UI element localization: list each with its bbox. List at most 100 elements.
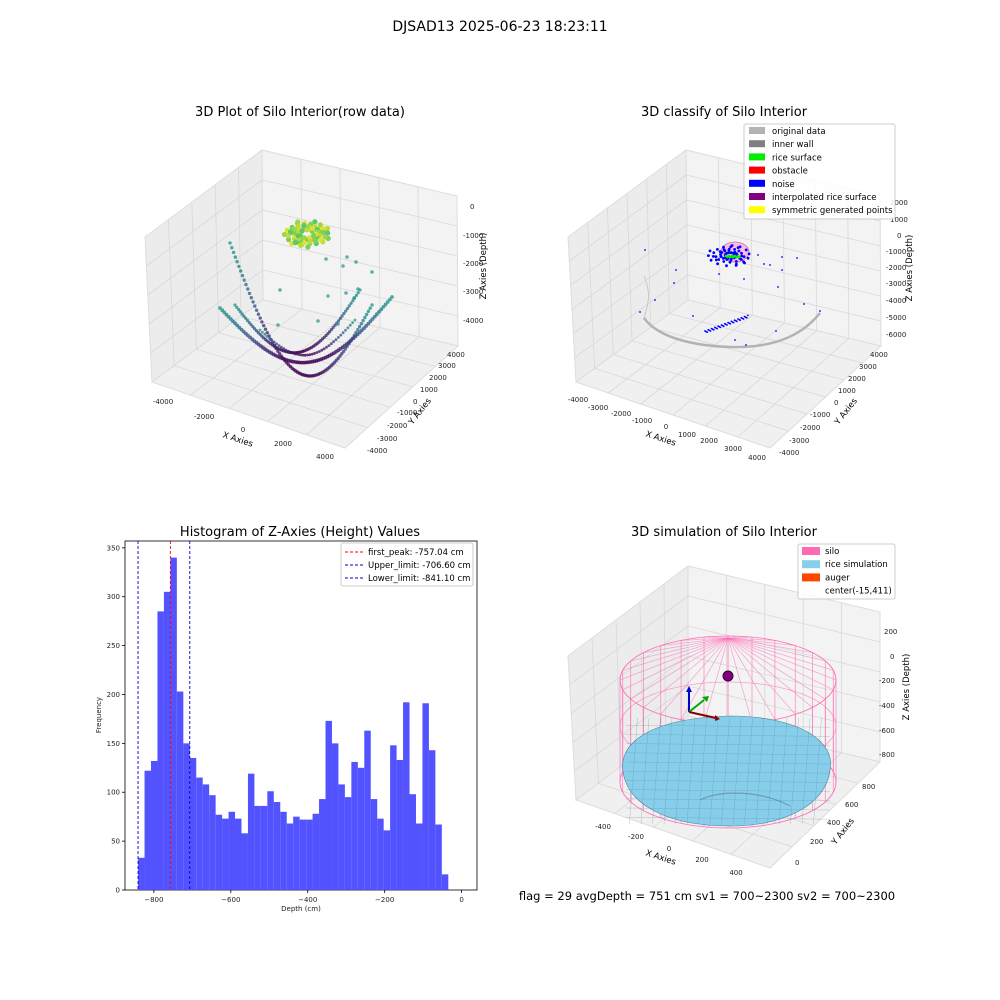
cls-original-arc xyxy=(642,312,821,349)
raw-ytick: -1000 xyxy=(397,409,417,417)
raw-point xyxy=(287,349,290,353)
cls-ztick: -6000 xyxy=(886,331,906,339)
figure-suptitle: DJSAD13 2025-06-23 18:23:11 xyxy=(392,19,607,35)
triad-x-head xyxy=(715,715,720,721)
cls-noise-point xyxy=(742,318,745,320)
raw-point xyxy=(310,352,314,356)
gridline xyxy=(591,637,599,784)
sim-auger-marker xyxy=(722,670,734,682)
cls-noise-point xyxy=(719,255,723,258)
raw-xtick: 0 xyxy=(241,426,245,434)
histogram-bar xyxy=(163,591,171,890)
cls-ytick: -2000 xyxy=(800,424,820,432)
legend-label: original data xyxy=(772,127,826,137)
raw-3d-title: 3D Plot of Silo Interior(row data) xyxy=(195,105,405,120)
classify-legend-frame xyxy=(743,123,896,220)
cls-noise-point xyxy=(716,262,719,266)
silo-roof-line xyxy=(630,637,729,700)
cls-noise-point xyxy=(729,251,733,255)
classify-legend: original data inner wall rice surface obsta… xyxy=(743,123,896,220)
raw-point xyxy=(325,345,328,349)
raw-point xyxy=(357,325,362,329)
raw-point xyxy=(280,345,283,349)
raw-point xyxy=(270,338,274,342)
histogram-bar xyxy=(202,784,210,890)
mesh-line xyxy=(698,717,707,825)
sim-xtick: 0 xyxy=(667,845,671,853)
histogram-bar xyxy=(254,805,261,890)
histogram-bar xyxy=(241,833,248,890)
cls-noise-point xyxy=(709,258,713,262)
raw-xlabel: X Axies xyxy=(221,430,254,449)
raw-ztick: -1000 xyxy=(463,232,483,240)
sim-legend-items: silo rice simulation auger center(-15,411) xyxy=(802,547,892,597)
raw-point xyxy=(377,309,381,314)
cls-noise-point xyxy=(673,282,675,284)
cls-noise-point xyxy=(721,257,725,260)
cls-ztick: 0 xyxy=(897,232,901,240)
histogram-xtick-label: −600 xyxy=(221,896,240,904)
raw-point xyxy=(247,321,251,325)
silo-roof-line xyxy=(727,637,813,708)
cls-noise-point xyxy=(769,264,771,266)
raw-x-ticks: -4000 -2000 0 2000 4000 xyxy=(153,398,334,461)
cls-noise-point xyxy=(775,330,777,332)
cls-ytick: 4000 xyxy=(870,351,888,359)
raw-point xyxy=(265,331,269,335)
histogram-xtick-label: −800 xyxy=(144,896,163,904)
cls-noise-point xyxy=(743,261,746,265)
raw-point xyxy=(332,340,335,344)
cls-noise-point xyxy=(712,251,716,255)
histogram-bar xyxy=(364,730,371,890)
cls-ytick: 1000 xyxy=(838,387,856,395)
sim-zlabel: Z Axies (Depth) xyxy=(902,654,912,721)
raw-point xyxy=(260,320,264,324)
raw-point xyxy=(320,226,326,232)
cls-noise-point xyxy=(777,286,779,288)
raw-point xyxy=(349,301,353,305)
histogram-bar xyxy=(157,611,164,890)
histogram-bar xyxy=(273,802,281,890)
raw-point xyxy=(284,348,288,352)
raw-point xyxy=(311,233,317,239)
raw-point xyxy=(325,230,331,236)
raw-point xyxy=(353,318,357,322)
mesh-line xyxy=(778,717,788,825)
legend-swatch xyxy=(749,206,765,214)
gridline xyxy=(214,184,219,333)
sim-ytick: 200 xyxy=(810,838,823,846)
histogram-bar xyxy=(306,819,313,890)
cls-noise-point xyxy=(712,328,715,331)
histogram-bar xyxy=(415,823,423,890)
sim-ytick: 600 xyxy=(845,801,858,809)
cls-noise-point xyxy=(707,254,710,257)
histogram-legend-items: first_peak: -757.04 cm Upper_limit: -706.… xyxy=(345,548,471,584)
cls-noise-point xyxy=(722,245,725,249)
mesh-line xyxy=(801,717,811,825)
raw-point xyxy=(383,302,388,307)
histogram-bar xyxy=(280,811,287,890)
gridline xyxy=(639,601,644,750)
silo-roof-line xyxy=(630,637,729,662)
raw-xtick: -2000 xyxy=(194,413,214,421)
raw-point-cloud xyxy=(218,219,394,378)
raw-point xyxy=(299,353,302,357)
sim-ytick: 0 xyxy=(795,859,799,867)
classify-3d-title: 3D classify of Silo Interior xyxy=(641,105,808,120)
histogram-xtick-label: −200 xyxy=(375,896,394,904)
cls-noise-point xyxy=(739,258,743,261)
silo-roof-line xyxy=(727,637,796,715)
raw-ztick: 0 xyxy=(470,203,474,211)
histogram-bar xyxy=(312,813,320,890)
histogram-x-ticks: −800 −600 −400 −200 0 xyxy=(144,890,464,904)
classify-y-ticks: -4000 -3000 -2000 -1000 0 1000 2000 3000… xyxy=(779,351,888,457)
cls-ytick: -3000 xyxy=(789,437,809,445)
raw-point xyxy=(235,305,239,309)
gridline xyxy=(594,367,789,432)
sim-ztick: -800 xyxy=(879,751,895,759)
raw-point xyxy=(244,282,248,287)
legend-swatch xyxy=(749,140,765,148)
raw-point xyxy=(341,331,345,335)
raw-point xyxy=(328,330,332,334)
raw-point xyxy=(318,237,324,243)
